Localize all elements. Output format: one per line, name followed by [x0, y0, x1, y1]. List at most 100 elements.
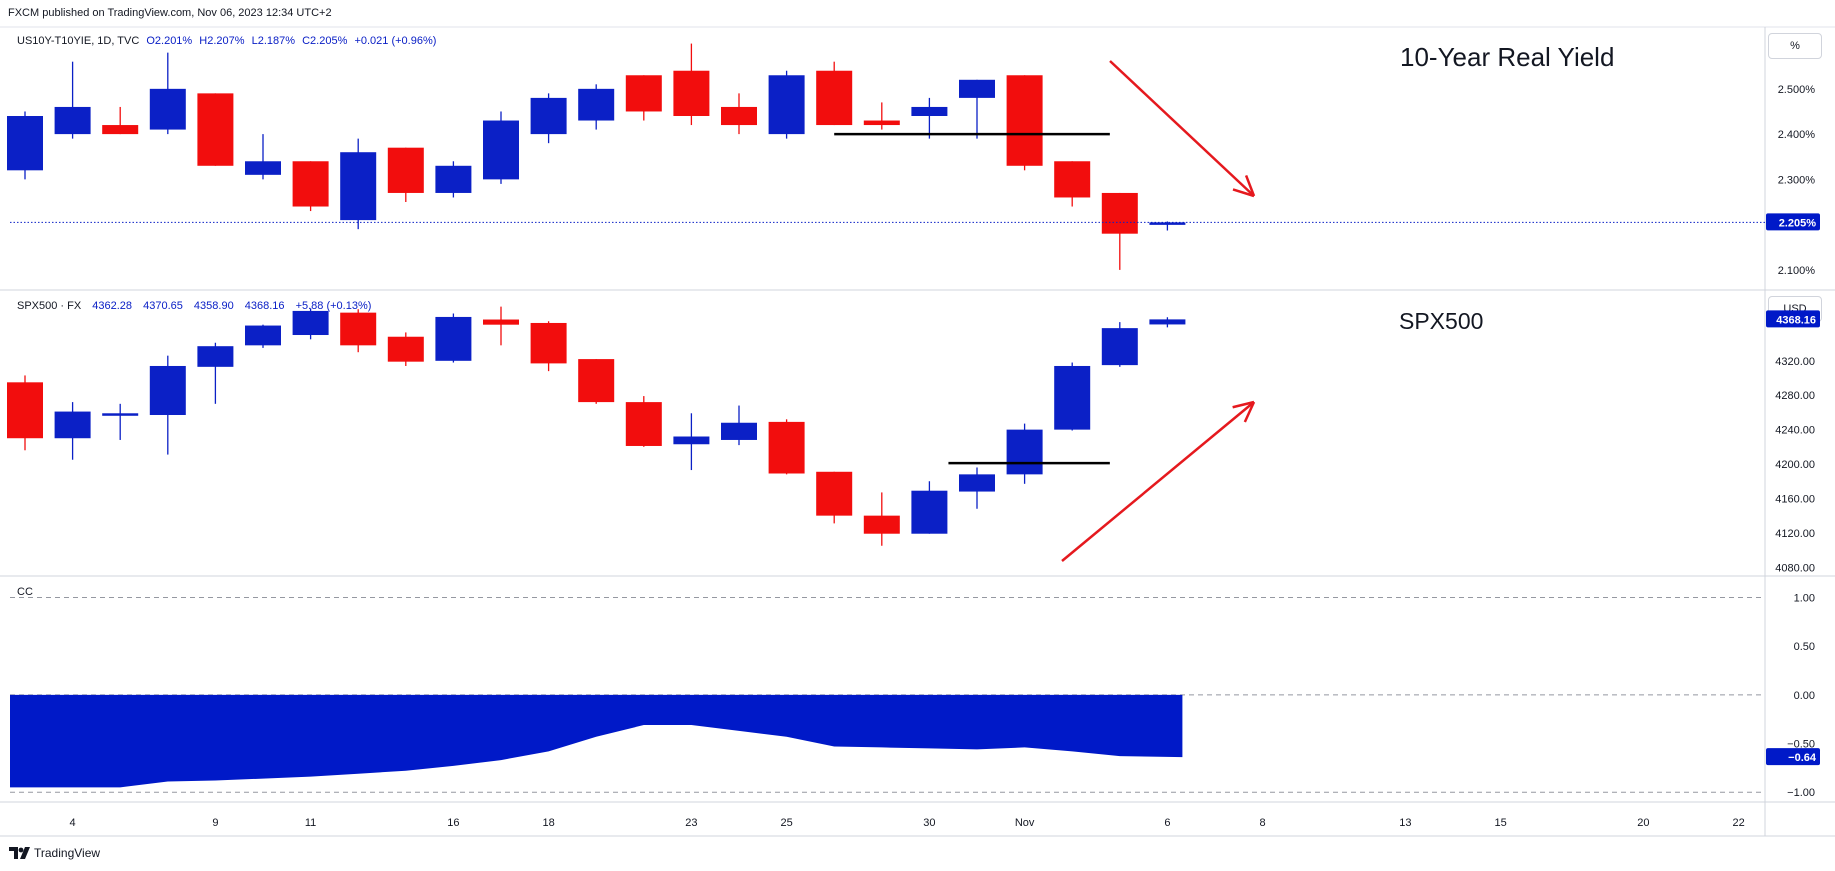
- candle[interactable]: [768, 70, 805, 139]
- cc-area: [10, 694, 1183, 788]
- candle[interactable]: [530, 93, 567, 144]
- candle[interactable]: [245, 324, 281, 348]
- candle[interactable]: [1101, 192, 1138, 270]
- time-tick-label: 6: [1164, 817, 1170, 829]
- badge-text: −0.64: [1788, 752, 1817, 764]
- candle[interactable]: [625, 75, 662, 121]
- candle-body: [768, 421, 805, 474]
- candle-body: [911, 490, 948, 534]
- tradingview-logo-text: TradingView: [34, 846, 101, 860]
- candle[interactable]: [816, 61, 853, 126]
- axis-tick-label: 4320.00: [1775, 356, 1815, 368]
- candle-body: [340, 312, 377, 346]
- candle[interactable]: [1149, 317, 1186, 328]
- time-tick-label: 30: [923, 817, 935, 829]
- candle[interactable]: [7, 375, 43, 451]
- badge-bg: [1766, 748, 1820, 766]
- axis-tick-label: 0.00: [1794, 690, 1815, 702]
- candle[interactable]: [721, 405, 757, 446]
- candle-body: [1149, 319, 1186, 325]
- candle[interactable]: [1006, 75, 1043, 171]
- candle-body: [1149, 222, 1186, 225]
- candle[interactable]: [387, 147, 424, 202]
- tradingview-logo[interactable]: TradingView: [9, 845, 100, 861]
- candle-body: [816, 70, 853, 126]
- candle-body: [625, 402, 662, 446]
- candle-body: [102, 413, 139, 416]
- candle[interactable]: [768, 419, 805, 475]
- axis-tick-label: 4280.00: [1775, 390, 1815, 402]
- candle-body: [149, 365, 186, 416]
- candle[interactable]: [483, 306, 519, 346]
- candle[interactable]: [911, 481, 948, 534]
- yield-pane[interactable]: [7, 43, 1765, 270]
- candle[interactable]: [1054, 362, 1091, 431]
- candle[interactable]: [1006, 423, 1043, 484]
- candle[interactable]: [435, 161, 472, 198]
- candle-body: [1006, 75, 1043, 166]
- candle-body: [197, 346, 234, 367]
- candle-body: [911, 106, 948, 116]
- cc-pane[interactable]: [10, 596, 1765, 793]
- candle[interactable]: [530, 321, 567, 372]
- time-tick-label: 9: [212, 817, 218, 829]
- candle[interactable]: [673, 43, 710, 126]
- badge-bg: [1766, 310, 1820, 328]
- candle[interactable]: [102, 106, 139, 135]
- candle[interactable]: [340, 138, 377, 230]
- last-value-badge: 4368.16: [1766, 310, 1820, 328]
- candle-body: [530, 322, 567, 364]
- time-tick-label: 18: [542, 817, 554, 829]
- candle[interactable]: [483, 111, 519, 184]
- candle-body: [245, 161, 281, 175]
- candle[interactable]: [245, 134, 281, 180]
- candle-body: [340, 152, 377, 221]
- candle[interactable]: [292, 308, 329, 340]
- candle[interactable]: [721, 93, 757, 135]
- candle[interactable]: [435, 313, 472, 363]
- arrow-head: [1244, 175, 1256, 197]
- time-axis[interactable]: 4 9 11 16 18 23 25 30 Nov 6 8 13 15 20 22: [70, 817, 1745, 829]
- candle[interactable]: [340, 309, 377, 353]
- time-tick-label: 20: [1637, 817, 1649, 829]
- yield-unit-button[interactable]: %: [1768, 33, 1822, 59]
- candle[interactable]: [54, 61, 91, 139]
- candle[interactable]: [197, 342, 234, 404]
- candle-body: [1101, 192, 1138, 234]
- yield-open: O2.201%: [146, 35, 193, 47]
- candle[interactable]: [816, 471, 853, 524]
- candle[interactable]: [578, 84, 615, 130]
- candle[interactable]: [54, 402, 91, 460]
- candle[interactable]: [149, 52, 186, 135]
- candle[interactable]: [149, 355, 186, 455]
- candle[interactable]: [1054, 161, 1091, 207]
- candle[interactable]: [197, 93, 234, 166]
- candle[interactable]: [959, 467, 995, 509]
- candle-body: [387, 336, 424, 362]
- candle-body: [292, 310, 329, 336]
- candle[interactable]: [1101, 322, 1138, 367]
- time-tick-label: 22: [1732, 817, 1744, 829]
- time-tick-label: 13: [1399, 817, 1411, 829]
- price-axis[interactable]: 2.500% 2.400% 2.300% 2.100% 4320.00 4280.00 42…: [1766, 84, 1820, 799]
- candle-body: [149, 88, 186, 130]
- candle[interactable]: [7, 111, 43, 180]
- candle[interactable]: [1149, 221, 1186, 231]
- candle[interactable]: [673, 413, 710, 471]
- time-tick-label: 11: [305, 817, 316, 829]
- candle[interactable]: [292, 161, 329, 212]
- candle[interactable]: [578, 359, 615, 404]
- candle[interactable]: [102, 403, 139, 440]
- candle[interactable]: [863, 102, 900, 130]
- candle-body: [768, 75, 805, 135]
- candle[interactable]: [911, 97, 948, 139]
- candle[interactable]: [387, 332, 424, 366]
- arrow-head: [1243, 401, 1256, 423]
- candle[interactable]: [863, 492, 900, 546]
- up-trend-arrow: [1061, 400, 1256, 562]
- candle[interactable]: [959, 79, 995, 139]
- spx-pane[interactable]: [7, 306, 1186, 546]
- candle[interactable]: [625, 396, 662, 447]
- time-tick-label: 23: [685, 817, 697, 829]
